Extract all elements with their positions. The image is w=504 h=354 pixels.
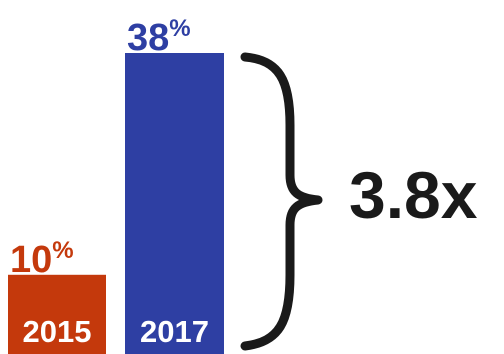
- labels-layer: 2015 10% 2017 38%: [10, 15, 209, 349]
- category-label-2015: 2015: [23, 314, 92, 349]
- bar-2017: [125, 53, 224, 354]
- curly-brace-icon: [240, 52, 323, 351]
- bar-2015: [8, 274, 106, 354]
- category-label-2017: 2017: [140, 314, 209, 349]
- growth-multiplier-annotation: 3.8x: [349, 158, 478, 232]
- value-label-2015: 10%: [10, 237, 74, 281]
- bars-layer: [8, 53, 224, 354]
- value-label-2017: 38%: [127, 15, 191, 59]
